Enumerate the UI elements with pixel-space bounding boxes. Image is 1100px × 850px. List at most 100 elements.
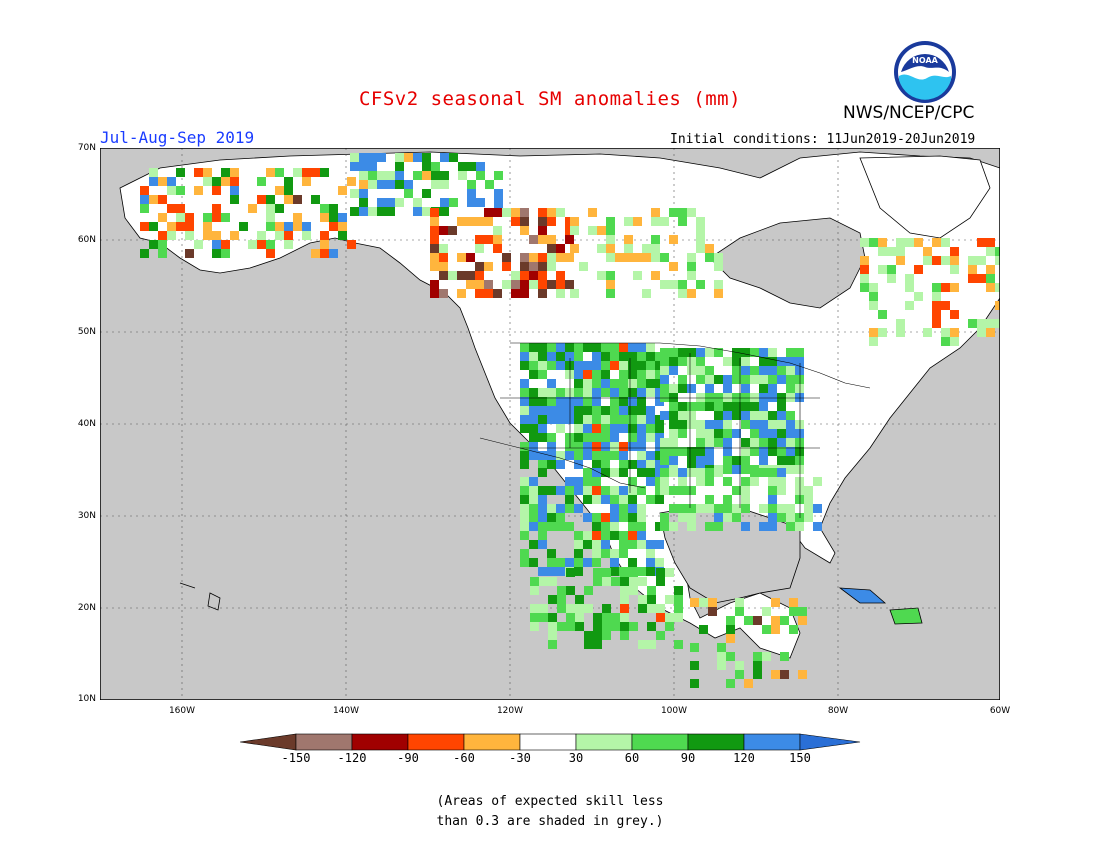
anomaly-cell [717, 643, 726, 652]
anomaly-cell [520, 558, 529, 567]
anomaly-cell [669, 486, 678, 495]
anomaly-cell [293, 195, 302, 204]
anomaly-cell [619, 504, 628, 513]
anomaly-cell [646, 495, 655, 504]
anomaly-cell [669, 393, 678, 402]
anomaly-cell [777, 420, 786, 429]
anomaly-cell [574, 406, 583, 415]
anomaly-cell [566, 622, 575, 631]
anomaly-cell [789, 625, 798, 634]
anomaly-cell [583, 531, 592, 540]
anomaly-cell [493, 235, 502, 244]
anomaly-cell [619, 406, 628, 415]
anomaly-cell [583, 343, 592, 352]
lat-label: 50N [77, 327, 96, 337]
anomaly-cell [167, 186, 176, 195]
anomaly-cell [714, 504, 723, 513]
anomaly-cell [741, 495, 750, 504]
anomaly-cell [660, 375, 669, 384]
anomaly-cell [932, 256, 941, 265]
anomaly-cell [646, 567, 655, 576]
anomaly-cell [221, 168, 230, 177]
anomaly-cell [624, 235, 633, 244]
anomaly-cell [660, 253, 669, 262]
anomaly-cell [565, 433, 574, 442]
colorbar-label: -150 [281, 751, 311, 765]
anomaly-cell [923, 328, 932, 337]
anomaly-cell [592, 522, 601, 531]
anomaly-cell [606, 253, 615, 262]
anomaly-cell [687, 420, 696, 429]
anomaly-cell [696, 468, 705, 477]
anomaly-cell [669, 504, 678, 513]
anomaly-cell [538, 352, 547, 361]
anomaly-cell [520, 289, 529, 298]
anomaly-cell [637, 397, 646, 406]
anomaly-cell [448, 271, 457, 280]
anomaly-cell [359, 153, 368, 162]
anomaly-cell [905, 238, 914, 247]
anomaly-cell [583, 433, 592, 442]
anomaly-cell [795, 495, 804, 504]
anomaly-cell [592, 460, 601, 469]
anomaly-cell [637, 513, 646, 522]
anomaly-cell [538, 540, 547, 549]
lat-label: 70N [77, 143, 96, 153]
anomaly-cell [557, 595, 566, 604]
lat-label: 40N [77, 419, 96, 429]
anomaly-cell [556, 343, 565, 352]
anomaly-cell [520, 397, 529, 406]
anomaly-cell [284, 231, 293, 240]
anomaly-cell [592, 370, 601, 379]
anomaly-cell [520, 442, 529, 451]
colorbar-arrow-low [240, 733, 297, 751]
anomaly-cell [669, 280, 678, 289]
anomaly-cell [212, 213, 221, 222]
anomaly-cell [386, 171, 395, 180]
anomaly-cell [538, 460, 547, 469]
anomaly-cell [732, 411, 741, 420]
anomaly-cell [556, 513, 565, 522]
anomaly-cell [547, 451, 556, 460]
lat-label: 20N [77, 603, 96, 613]
colorbar-label: 60 [624, 751, 640, 765]
anomaly-cell [547, 379, 556, 388]
anomaly-cell [530, 586, 539, 595]
anomaly-cell [302, 168, 311, 177]
anomaly-cell [655, 370, 664, 379]
anomaly-cell [584, 640, 593, 649]
hudson-bay [709, 217, 866, 309]
anomaly-cell [467, 189, 476, 198]
anomaly-cell [723, 438, 732, 447]
anomaly-cell [266, 195, 275, 204]
anomaly-cell [386, 180, 395, 189]
anomaly-cell [338, 231, 347, 240]
anomaly-cell [655, 522, 664, 531]
initial-conditions-label: Initial conditions: 11Jun2019-20Jun2019 [670, 132, 976, 147]
anomaly-cell [212, 186, 221, 195]
anomaly-cell [529, 235, 538, 244]
anomaly-cell [633, 253, 642, 262]
anomaly-cell [610, 513, 619, 522]
anomaly-cell [674, 595, 683, 604]
anomaly-cell [529, 504, 538, 513]
anomaly-cell [669, 208, 678, 217]
anomaly-cell [556, 567, 565, 576]
anomaly-cell [977, 319, 986, 328]
skill-note-line: than 0.3 are shaded in grey.) [436, 814, 664, 829]
anomaly-cell [212, 249, 221, 258]
anomaly-cell [583, 540, 592, 549]
anomaly-cell [780, 670, 789, 679]
anomaly-cell [687, 357, 696, 366]
anomaly-cell [628, 397, 637, 406]
anomaly-cell [538, 280, 547, 289]
anomaly-cell [732, 486, 741, 495]
anomaly-cell [320, 231, 329, 240]
anomaly-cell [678, 280, 687, 289]
anomaly-cell [923, 247, 932, 256]
anomaly-cell [601, 540, 610, 549]
anomaly-cell [860, 274, 869, 283]
anomaly-cell [646, 415, 655, 424]
anomaly-cell [795, 465, 804, 474]
anomaly-cell [619, 379, 628, 388]
